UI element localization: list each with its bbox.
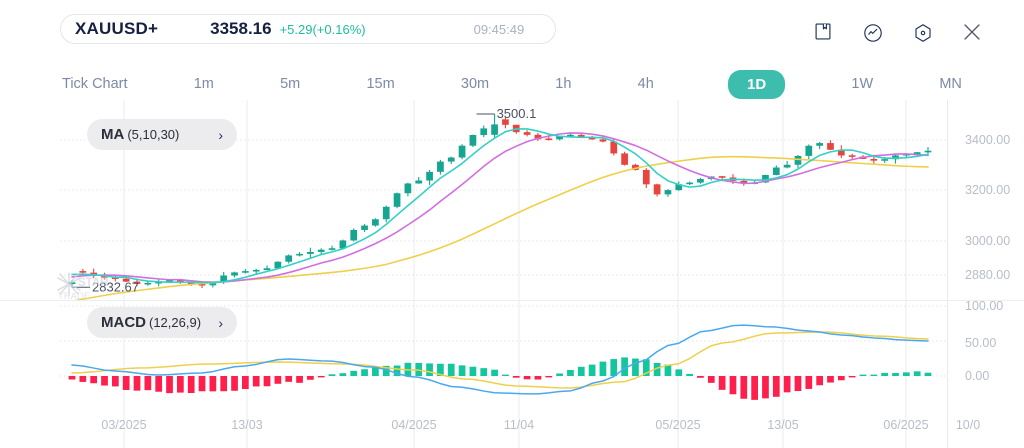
svg-text:2832.67: 2832.67: [92, 279, 139, 294]
svg-text:3500.1: 3500.1: [497, 106, 537, 121]
